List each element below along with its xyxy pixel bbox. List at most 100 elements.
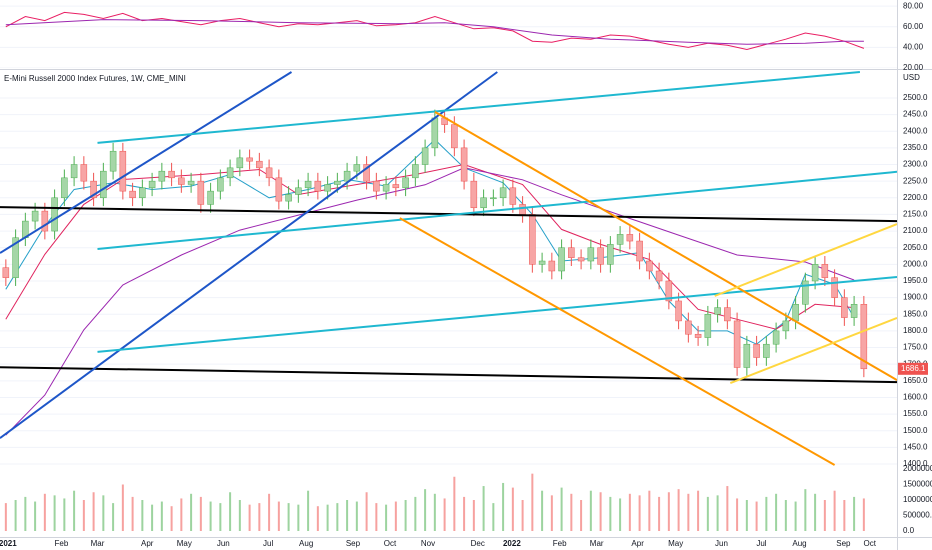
last-price-label: 1686.1 (901, 364, 926, 373)
volume-bar (570, 493, 573, 531)
volume-bar (209, 501, 212, 531)
x-tick-label: Jun (715, 539, 728, 548)
x-tick-label: Oct (384, 539, 397, 548)
trendline (97, 170, 897, 250)
candle-body (733, 320, 741, 368)
volume-bar (24, 496, 27, 531)
volume-bar (307, 490, 310, 531)
volume-bar (63, 498, 66, 531)
candle-body (80, 164, 88, 182)
volume-bar (550, 495, 553, 531)
panel (0, 5, 897, 68)
candle-body (655, 270, 663, 282)
volume-bar (277, 501, 280, 531)
candle-body (763, 343, 770, 358)
volume-bar (697, 490, 700, 531)
candle-body (480, 197, 487, 209)
x-tick-label: May (177, 539, 192, 548)
volume-bar (765, 496, 768, 531)
volume-bar (326, 504, 329, 531)
candle-body (236, 157, 244, 169)
volume-bar (814, 493, 817, 531)
volume-bar (394, 501, 397, 531)
candle-body (529, 214, 536, 265)
candle-body (675, 300, 682, 322)
volume-bar (375, 503, 378, 531)
volume-bar (258, 503, 261, 531)
x-tick-label: Dec (471, 539, 485, 548)
candle-body (2, 267, 10, 278)
trendline (97, 276, 897, 353)
volume-bar (297, 504, 300, 531)
candle-body (168, 170, 175, 179)
candle-body (31, 210, 39, 222)
candle-body (490, 197, 497, 200)
volume-bar (482, 486, 485, 531)
volume-bar (355, 501, 358, 531)
volume-bar (677, 489, 680, 531)
volume-bar (794, 501, 797, 531)
volume-bar (336, 503, 339, 531)
x-tick-label: May (668, 539, 683, 548)
volume-bar (531, 473, 534, 531)
y-tick-label: 2500.0 (903, 93, 928, 102)
volume-bar (833, 490, 836, 531)
trendline (97, 71, 860, 144)
candle-body (548, 260, 556, 272)
volume-bar (4, 503, 7, 531)
volume-bar (472, 500, 475, 531)
candle-body (129, 190, 136, 199)
y-tick-label: 500000.0 (903, 511, 932, 520)
volume-bar (619, 498, 622, 531)
volume-bar (229, 492, 232, 531)
volume-bar (180, 498, 183, 531)
x-tick-label: Jul (756, 539, 766, 548)
candle-body (587, 247, 595, 262)
last-price-box (898, 362, 928, 375)
candle-body (178, 177, 185, 185)
volume-bar (502, 482, 505, 531)
volume-bar (73, 490, 76, 531)
volume-bar (34, 501, 37, 531)
trendline (0, 71, 498, 439)
x-tick-label: Nov (421, 539, 435, 548)
x-tick-label: Apr (141, 539, 154, 548)
candle-body (792, 304, 799, 322)
y-tick-label: 1600.0 (903, 393, 928, 402)
candle-body (860, 304, 868, 370)
candle-body (51, 197, 58, 232)
volume-bar (53, 495, 56, 531)
y-tick-label: 20.00 (903, 63, 924, 72)
candle-body (158, 170, 166, 182)
volume-bar (443, 498, 446, 531)
volume-bar (775, 493, 778, 531)
candle-body (402, 177, 409, 189)
volume-bar (589, 490, 592, 531)
candle-body (197, 180, 205, 205)
candle-body (61, 177, 68, 199)
x-tick-label: Jul (263, 539, 273, 548)
rsi-line (5, 19, 864, 45)
candle-body (139, 187, 146, 199)
y-tick-label: 2400.0 (903, 126, 928, 135)
volume-bar (287, 503, 290, 531)
candle-body (558, 247, 565, 272)
candle-body (704, 314, 712, 338)
volume-bar (160, 501, 163, 531)
volume-bar (648, 490, 651, 531)
y-tick-label: 2050.0 (903, 243, 928, 252)
y-tick-label: 60.00 (903, 22, 924, 31)
candle-body (568, 247, 575, 258)
volume-bar (141, 500, 144, 531)
candle-body (772, 330, 780, 345)
volume-bar (82, 500, 85, 531)
candle-body (782, 320, 790, 332)
y-tick-label: 0.0 (903, 526, 915, 535)
volume-bar (316, 506, 319, 531)
candle-body (343, 170, 351, 182)
volume-bar (365, 492, 368, 531)
candle-body (363, 164, 370, 182)
candle-body (431, 117, 439, 149)
candle-body (314, 180, 322, 192)
